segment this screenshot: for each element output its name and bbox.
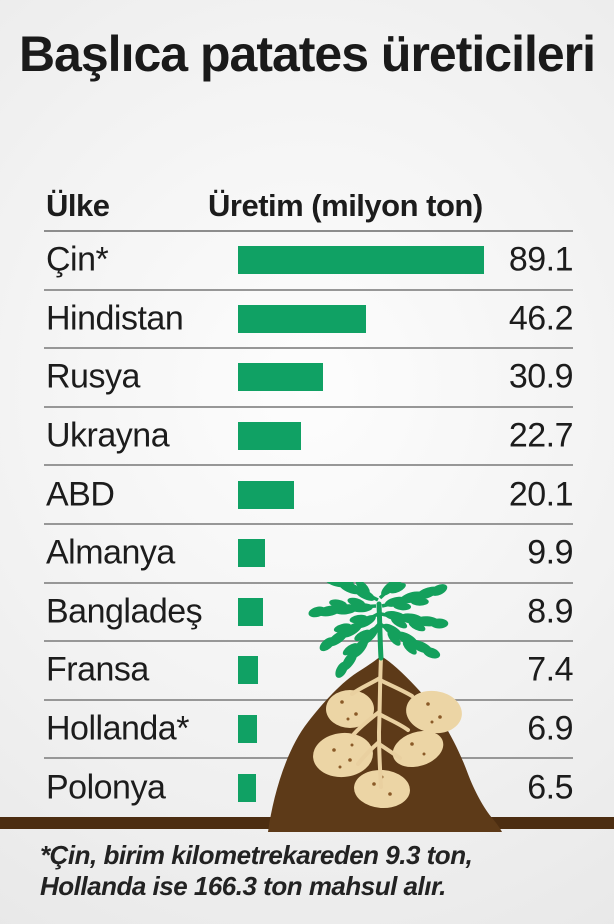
potato-speckles [332,700,442,796]
value-bar [238,246,484,275]
value-label: 46.2 [508,299,574,338]
column-header-production: Üretim (milyon ton) [208,188,483,223]
country-label: Rusya [46,357,140,396]
value-bar [238,715,258,744]
country-label: Fransa [46,650,149,689]
country-label: ABD [46,475,115,514]
country-label: Ukrayna [46,416,170,455]
value-label: 9.9 [527,533,573,572]
potatoes [313,690,462,809]
table-row: Bangladeş 8.9 [44,584,573,643]
plant-stem [376,601,384,661]
value-bar [238,656,259,685]
value-bar [238,539,266,568]
value-bar [238,480,294,509]
table-header-row: Ülke Üretim (milyon ton) [44,179,573,232]
table-row: Fransa 7.4 [44,642,573,701]
value-label: 7.4 [527,650,573,689]
table-row: Çin* 89.1 [44,232,574,291]
value-bar [238,304,366,333]
country-label: Hindistan [46,299,184,338]
table-row: Rusya 30.9 [44,349,574,408]
table-row: Hindistan 46.2 [44,291,574,350]
table-row: Almanya 9.9 [44,525,573,584]
value-bar [238,422,301,451]
footnote: *Çin, birim kilometrekareden 9.3 ton, Ho… [40,840,473,902]
country-label: Çin* [46,240,109,279]
table-body: Çin* 89.1 Hindistan 46.2 Rusya 30.9 Ukra… [44,232,574,816]
value-label: 6.5 [527,768,573,807]
producers-table: Ülke Üretim (milyon ton) Çin* 89.1 Hindi… [44,179,574,816]
table-row: ABD 20.1 [44,466,574,525]
value-label: 30.9 [508,357,574,396]
column-header-country: Ülke [46,188,110,223]
country-label: Hollanda* [46,709,189,748]
value-label: 20.1 [508,475,574,514]
value-bar [238,363,324,392]
value-label: 22.7 [508,416,574,455]
table-row: Polonya 6.5 [44,759,573,816]
value-label: 8.9 [527,592,573,631]
country-label: Polonya [46,768,166,807]
country-label: Bangladeş [46,592,203,631]
value-bar [238,773,256,802]
potato-plant-illustration [268,582,502,832]
value-label: 89.1 [508,240,574,279]
soil-mound [268,656,502,832]
value-bar [238,597,263,626]
table-row: Ukrayna 22.7 [44,408,574,467]
value-label: 6.9 [527,709,573,748]
page-title: Başlıca patates üreticileri [18,26,596,82]
roots [350,656,414,789]
country-label: Almanya [46,533,175,572]
